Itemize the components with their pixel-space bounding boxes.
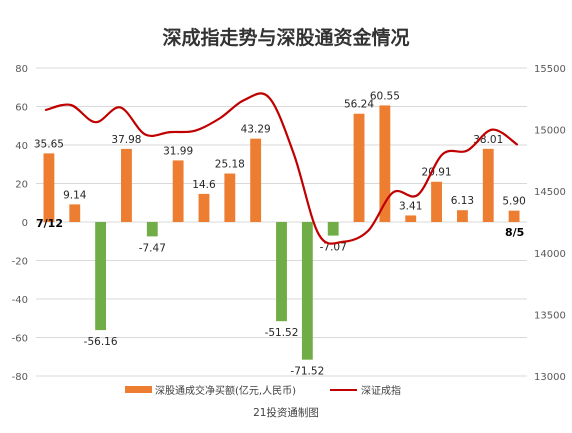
- bar-data-label: -56.16: [84, 336, 118, 348]
- bar: [431, 182, 442, 222]
- bar-data-label: 43.29: [241, 124, 271, 136]
- bar-data-label: 9.14: [63, 189, 87, 201]
- left-axis-tick-label: 0: [22, 218, 28, 229]
- bar-data-label: 14.6: [192, 179, 216, 191]
- bar: [224, 174, 235, 222]
- right-axis-tick-label: 13500: [534, 310, 566, 321]
- start-date-label: 7/12: [36, 217, 63, 230]
- bar: [302, 222, 313, 360]
- left-axis-tick-label: -40: [12, 295, 28, 306]
- end-date-label: 8/5: [505, 226, 524, 239]
- right-axis-tick-label: 13000: [534, 372, 566, 383]
- left-axis-tick-label: -80: [12, 372, 28, 383]
- bar-data-label: 3.41: [399, 200, 422, 212]
- bar-data-label: 20.91: [422, 167, 452, 179]
- bar-data-label: 31.99: [163, 145, 193, 157]
- bar: [457, 210, 468, 222]
- bar: [43, 153, 54, 222]
- bar: [483, 149, 494, 222]
- left-axis-tick-label: -20: [12, 257, 28, 268]
- bar: [328, 222, 339, 236]
- bar-data-label: 37.98: [111, 134, 141, 146]
- legend-bar-swatch: [125, 386, 152, 393]
- right-axis-tick-label: 14500: [534, 187, 566, 198]
- right-axis-tick-label: 14000: [534, 249, 566, 260]
- bar-data-label: -51.52: [265, 327, 299, 339]
- bar-data-label: 25.18: [215, 159, 245, 171]
- bar: [147, 222, 158, 236]
- bar: [173, 160, 184, 222]
- legend-bar-label: 深股通成交净买额(亿元,人民币): [155, 384, 296, 397]
- left-axis-tick-label: 20: [15, 180, 28, 191]
- bar: [405, 215, 416, 222]
- legend-line-label: 深证成指: [361, 384, 401, 397]
- bar-data-label: 35.65: [34, 138, 64, 150]
- left-axis-tick-label: 80: [15, 64, 28, 75]
- bar: [250, 139, 261, 222]
- left-axis-tick-label: 60: [15, 103, 28, 114]
- bar-data-label: 60.55: [370, 90, 400, 102]
- bar: [509, 211, 520, 222]
- bar-data-label: 6.13: [451, 195, 474, 207]
- bar-data-label: 5.90: [502, 196, 525, 208]
- bar: [354, 114, 365, 222]
- bar: [276, 222, 287, 321]
- bar-data-label: -7.47: [139, 242, 166, 254]
- left-axis-tick-label: 40: [15, 141, 28, 152]
- bar: [199, 194, 210, 222]
- bar: [69, 204, 80, 222]
- chart-title: 深成指走势与深股通资金情况: [162, 26, 409, 49]
- left-axis-tick-label: -60: [12, 334, 28, 345]
- bar-data-label: -71.52: [290, 366, 324, 378]
- right-axis-tick-label: 15000: [534, 126, 566, 137]
- bar: [95, 222, 106, 330]
- bar: [121, 149, 132, 222]
- source-note: 21投资通制图: [253, 406, 319, 419]
- right-axis-tick-label: 15500: [534, 64, 566, 75]
